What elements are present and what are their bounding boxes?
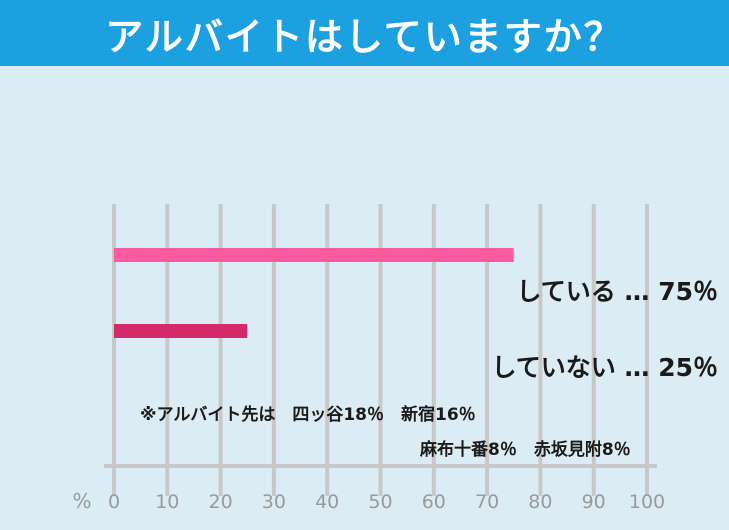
bar-1 xyxy=(114,324,248,338)
tick-label-80: 80 xyxy=(528,491,552,513)
data-label-shiteinai: していない … 25％ xyxy=(492,353,718,382)
bar-0 xyxy=(114,248,514,262)
annotation-workplace-1: ※アルバイト先は 四ッ谷18％ 新宿16％ xyxy=(140,404,476,425)
tick-label-0: 0 xyxy=(108,491,120,513)
tick-label-50: 50 xyxy=(368,491,392,513)
tick-label-10: 10 xyxy=(155,491,179,513)
tick-label-40: 40 xyxy=(315,491,339,513)
page-title: アルバイトはしていますか？ xyxy=(105,14,624,59)
axis-unit-label: % xyxy=(72,489,91,513)
tick-label-20: 20 xyxy=(209,491,233,513)
header-bar: アルバイトはしていますか？ xyxy=(0,0,729,66)
data-label-shiteiru: している … 75％ xyxy=(517,277,718,306)
tick-label-70: 70 xyxy=(475,491,499,513)
bar-chart: 0 10 20 30 40 50 60 70 80 90 100 % している … 75％ していな… xyxy=(72,204,718,513)
tick-label-30: 30 xyxy=(262,491,286,513)
tick-label-60: 60 xyxy=(422,491,446,513)
tick-label-90: 90 xyxy=(582,491,606,513)
annotation-workplace-2: 麻布十番8％ 赤坂見附8％ xyxy=(419,439,631,460)
tick-label-100: 100 xyxy=(629,491,665,513)
